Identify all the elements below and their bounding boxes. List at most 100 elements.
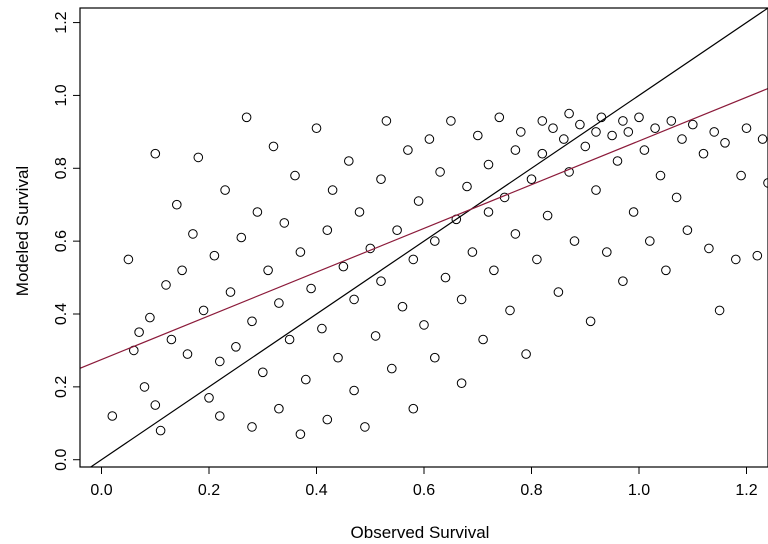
data-point xyxy=(430,236,440,246)
reference-lines xyxy=(80,8,768,467)
data-point xyxy=(483,207,494,217)
data-point xyxy=(580,141,591,152)
data-point xyxy=(559,134,569,144)
data-point xyxy=(736,170,746,181)
data-point xyxy=(763,178,768,188)
data-point xyxy=(123,254,134,265)
data-point xyxy=(510,229,521,239)
data-point xyxy=(564,108,574,119)
data-point xyxy=(607,130,617,141)
data-point xyxy=(564,167,574,177)
data-point xyxy=(542,210,553,221)
data-point xyxy=(231,342,241,352)
data-point xyxy=(236,232,247,243)
y-tick-label: 0.4 xyxy=(53,303,70,325)
data-point xyxy=(360,422,370,432)
data-point xyxy=(381,116,392,126)
x-tick-label: 0.6 xyxy=(413,482,435,499)
data-point xyxy=(650,123,660,133)
data-point xyxy=(150,148,161,159)
data-point xyxy=(639,145,650,155)
data-point xyxy=(521,349,531,359)
data-point xyxy=(295,429,306,440)
data-point xyxy=(387,363,397,374)
x-tick-label: 0.0 xyxy=(90,482,112,499)
data-point xyxy=(575,119,585,130)
data-point xyxy=(327,185,338,195)
data-point xyxy=(532,254,542,265)
data-point xyxy=(537,116,548,126)
x-tick-label: 1.0 xyxy=(628,482,650,499)
data-point xyxy=(677,134,687,144)
data-point xyxy=(215,356,225,367)
data-point xyxy=(704,243,714,254)
data-point xyxy=(473,130,483,141)
data-point xyxy=(666,116,677,126)
data-point xyxy=(349,294,359,305)
points-layer xyxy=(107,108,768,440)
data-point xyxy=(252,207,263,217)
data-point xyxy=(408,403,419,414)
data-point xyxy=(268,141,279,152)
data-point xyxy=(569,236,580,246)
y-tick-label: 0.8 xyxy=(53,157,70,179)
data-point xyxy=(215,411,225,421)
data-point xyxy=(139,382,150,392)
data-point xyxy=(526,174,537,184)
data-point xyxy=(155,425,166,436)
data-point xyxy=(209,250,220,261)
data-point xyxy=(731,254,741,265)
data-point xyxy=(548,123,558,133)
data-point xyxy=(338,261,349,272)
data-point xyxy=(247,422,257,432)
data-point xyxy=(134,327,144,338)
data-point xyxy=(435,167,445,177)
data-point xyxy=(107,411,118,421)
data-point xyxy=(166,334,177,345)
data-point xyxy=(446,116,456,126)
data-point xyxy=(241,112,252,123)
data-point xyxy=(413,196,424,206)
data-point xyxy=(322,225,333,235)
data-point xyxy=(483,159,494,170)
data-point xyxy=(628,207,639,217)
data-point xyxy=(311,123,322,133)
plot-area xyxy=(79,7,768,468)
data-point xyxy=(247,316,257,327)
data-point xyxy=(279,218,290,228)
data-point xyxy=(516,127,526,137)
data-point xyxy=(440,272,451,283)
data-point xyxy=(274,298,284,308)
data-point xyxy=(290,170,300,181)
data-point xyxy=(161,280,171,290)
x-tick-label: 0.2 xyxy=(198,482,220,499)
data-point xyxy=(354,207,365,217)
data-point xyxy=(671,192,682,203)
data-point xyxy=(403,145,413,155)
y-axis-title: Modeled Survival xyxy=(13,166,32,296)
data-point xyxy=(284,334,295,345)
x-tick-label: 0.4 xyxy=(305,482,327,499)
data-point xyxy=(376,174,386,184)
data-point xyxy=(198,305,209,316)
data-point xyxy=(419,320,429,330)
data-point xyxy=(225,287,236,297)
data-point xyxy=(623,127,634,137)
data-point xyxy=(322,414,333,425)
y-tick-label: 0.0 xyxy=(53,448,70,470)
data-point xyxy=(301,374,311,385)
data-point xyxy=(591,127,601,137)
data-point xyxy=(585,316,596,327)
data-point xyxy=(714,305,725,316)
data-point xyxy=(720,138,730,148)
data-point xyxy=(688,119,698,130)
data-point xyxy=(376,276,386,287)
data-point xyxy=(612,156,623,166)
data-point xyxy=(698,148,709,159)
data-point xyxy=(263,265,273,276)
plot-frame xyxy=(79,7,768,468)
data-point xyxy=(424,134,435,144)
data-point xyxy=(602,247,612,257)
data-point xyxy=(655,170,666,181)
